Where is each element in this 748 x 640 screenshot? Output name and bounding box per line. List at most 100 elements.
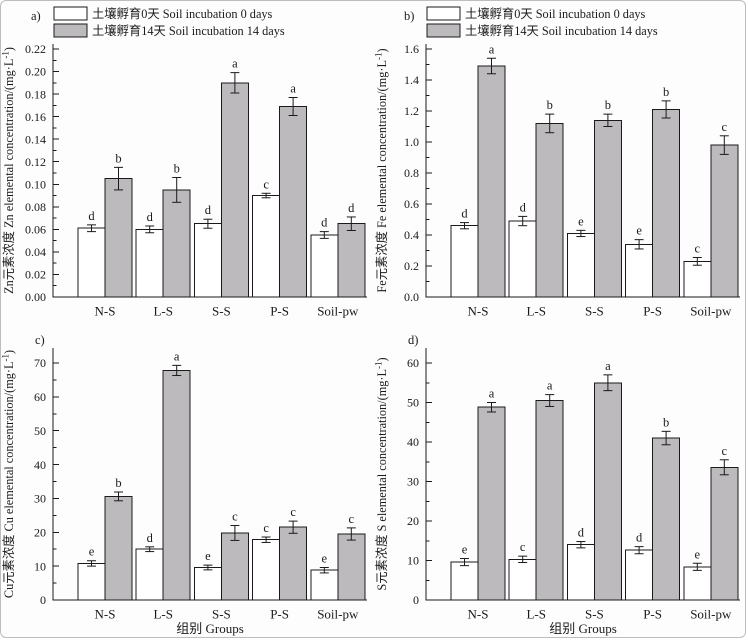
bar-14-days xyxy=(337,533,366,601)
bar-14-days xyxy=(279,526,308,601)
bar-0-days xyxy=(310,234,339,298)
y-tick-label: 1.6 xyxy=(404,42,419,56)
significance-letter: b xyxy=(174,162,180,176)
legend-swatch-14-days xyxy=(53,23,88,38)
y-axis-title: S元素浓度 S elemental concentration/(mg·L-1) xyxy=(374,357,389,590)
significance-letter: c xyxy=(695,241,701,255)
y-tick-label: 0.20 xyxy=(25,65,46,79)
y-tick-label: 0.2 xyxy=(404,259,419,273)
y-tick-label: 20 xyxy=(34,525,46,539)
significance-letter: e xyxy=(89,545,95,559)
significance-letter: e xyxy=(695,547,701,561)
y-axis-title: Cu元素浓度 Cu elemental concentration/(mg·L-… xyxy=(1,350,16,598)
bar-0-days xyxy=(625,243,654,298)
significance-letter: c xyxy=(232,510,238,524)
bar-0-days xyxy=(77,562,106,601)
significance-letter: b xyxy=(115,476,121,490)
y-tick-label: 0.16 xyxy=(25,110,46,124)
bar-0-days xyxy=(625,549,654,601)
panel-letter: a) xyxy=(31,9,41,23)
category-label: Soil-pw xyxy=(317,607,359,622)
y-tick-label: 30 xyxy=(407,475,419,489)
category-label: S-S xyxy=(212,304,231,319)
panel-letter: d) xyxy=(408,333,418,347)
bar-14-days xyxy=(220,82,249,298)
zn-bar-chart: 0.00 0.02 0.04 0.06 0.08 0.10 0.12 0.14 0.16 0.18… xyxy=(1,6,367,319)
significance-letter: c xyxy=(722,444,728,458)
bar-14-days xyxy=(162,369,191,601)
bar-0-days xyxy=(135,548,164,601)
bar-0-days xyxy=(566,544,595,601)
significance-letter: a xyxy=(605,359,611,373)
significance-letter: b xyxy=(547,98,553,112)
y-tick-label: 0.12 xyxy=(25,155,46,169)
legend-label-0-days: 土壤孵育0天 Soil incubation 0 days xyxy=(92,6,273,21)
panel-d-s: 0 10 20 30 40 50 60 e a N-S c a L-S d a S-S d b P-S e c Soil-… xyxy=(374,320,745,637)
bar-14-days xyxy=(652,108,681,298)
significance-letter: d xyxy=(88,209,95,223)
bar-0-days xyxy=(450,561,479,601)
y-tick-label: 40 xyxy=(34,458,46,472)
legend-label-14-days: 土壤孵育14天 Soil incubation 14 days xyxy=(465,23,658,38)
y-tick-label: 0.0 xyxy=(404,290,419,304)
bar-14-days xyxy=(710,144,739,298)
significance-letter: c xyxy=(290,505,296,519)
bar-14-days xyxy=(535,122,564,298)
category-label: P-S xyxy=(270,304,289,319)
y-tick-label: 0.22 xyxy=(25,42,46,56)
bar-0-days xyxy=(683,260,712,298)
significance-letter: b xyxy=(663,85,669,99)
category-label: P-S xyxy=(270,607,289,622)
category-label: S-S xyxy=(585,304,604,319)
legend-swatch-0-days xyxy=(53,6,88,21)
significance-letter: a xyxy=(174,349,180,363)
significance-letter: c xyxy=(349,512,355,526)
bar-14-days xyxy=(593,119,622,298)
category-label: L-S xyxy=(153,607,173,622)
s-bar-chart: 0 10 20 30 40 50 60 e a N-S c a L-S d a S-S d b P-S e c Soil-… xyxy=(374,333,740,636)
significance-letter: c xyxy=(263,177,269,191)
panel-letter: c) xyxy=(35,333,45,347)
significance-letter: d xyxy=(348,201,355,215)
significance-letter: e xyxy=(205,549,211,563)
category-label: Soil-pw xyxy=(317,304,359,319)
y-tick-label: 60 xyxy=(407,356,419,370)
significance-letter: c xyxy=(722,120,728,134)
category-label: P-S xyxy=(643,607,662,622)
y-tick-label: 0.18 xyxy=(25,87,46,101)
bar-14-days xyxy=(279,105,308,298)
bar-0-days xyxy=(683,566,712,601)
significance-letter: a xyxy=(489,387,495,401)
significance-letter: d xyxy=(205,203,212,217)
legend-label-0-days: 土壤孵育0天 Soil incubation 0 days xyxy=(465,6,646,21)
significance-letter: b xyxy=(115,151,121,165)
x-axis-title: 组别 Groups xyxy=(176,621,244,636)
y-tick-label: 10 xyxy=(34,559,46,573)
significance-letter: a xyxy=(232,57,238,71)
bar-0-days xyxy=(566,232,595,298)
significance-letter: e xyxy=(636,224,642,238)
y-tick-label: 70 xyxy=(34,356,46,370)
significance-letter: a xyxy=(489,42,495,56)
y-tick-label: 0 xyxy=(413,593,419,607)
significance-letter: b xyxy=(663,415,669,429)
y-tick-label: 40 xyxy=(407,435,419,449)
bar-0-days xyxy=(193,566,222,601)
y-tick-label: 0.6 xyxy=(404,197,419,211)
significance-letter: d xyxy=(636,531,643,545)
y-tick-label: 1.0 xyxy=(404,135,419,149)
y-tick-label: 0.14 xyxy=(25,132,46,146)
legend-label-14-days: 土壤孵育14天 Soil incubation 14 days xyxy=(92,23,285,38)
x-axis-title: 组别 Groups xyxy=(549,621,617,636)
y-tick-label: 10 xyxy=(407,554,419,568)
category-label: L-S xyxy=(153,304,173,319)
significance-letter: e xyxy=(578,214,584,228)
y-axis-title: Fe元素浓度 Fe elemental concentration/(mg·L-… xyxy=(374,48,389,292)
bar-14-days xyxy=(104,495,133,601)
y-tick-label: 20 xyxy=(407,514,419,528)
legend-swatch-0-days xyxy=(426,6,461,21)
bar-14-days xyxy=(162,189,191,298)
y-tick-label: 0.8 xyxy=(404,166,419,180)
